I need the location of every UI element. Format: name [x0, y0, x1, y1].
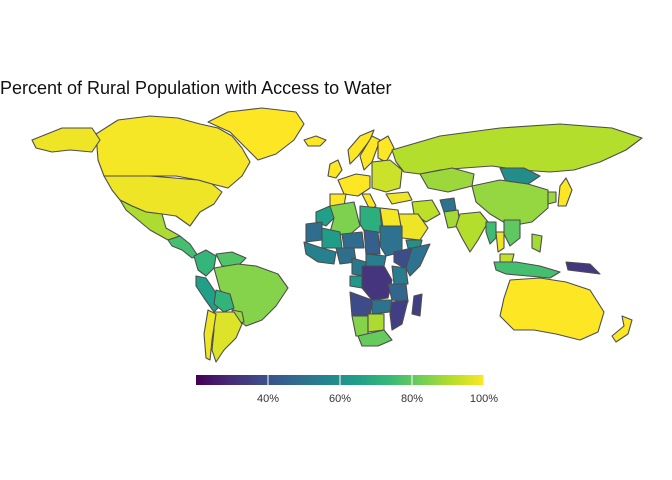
country-mongolia: Mongolia: 59%: [499, 167, 541, 185]
country-indochina: Indochina: 80%: [503, 219, 521, 247]
country-myanmar: Myanmar: 75%: [485, 221, 497, 245]
country-turkey: Turkey: 98%: [385, 191, 413, 205]
legend-tick-label: 100%: [470, 393, 498, 405]
country-india: India: 91%: [455, 211, 489, 253]
country-mauritania: Mauritania: 48%: [305, 221, 323, 243]
country-botswana: Botswana: 90%: [367, 313, 385, 333]
country-mozambique: Mozambique: 35%: [389, 299, 409, 331]
country-central-america: Central America: 76%: [167, 235, 199, 259]
country-sweden: Sweden: 100%: [359, 135, 381, 171]
country-finland: Finland: 100%: [377, 135, 395, 163]
country-afghanistan: Afghanistan: 50%: [439, 197, 457, 213]
country-south-africa: South Africa: 81%: [357, 329, 393, 347]
country-chad: Chad: 44%: [363, 229, 381, 255]
country-united-kingdom: United Kingdom: 100%: [327, 159, 343, 179]
country-west-africa: West Africa: 55%: [303, 241, 337, 265]
legend-tick-label: 60%: [329, 393, 351, 405]
country-russia: Russia: 91%: [391, 123, 643, 175]
country-namibia: Namibia: 85%: [351, 315, 369, 337]
country-italy: Italy: 100%: [361, 193, 377, 211]
country-malaysia: Malaysia: 93%: [499, 253, 515, 263]
country-australia: Australia: 100%: [499, 277, 605, 341]
country-central-african-republic: Central African Republic: 54%: [365, 253, 387, 267]
country-kenya: Kenya: 53%: [391, 265, 409, 285]
country-somalia: Somalia: 50%: [405, 243, 431, 277]
country-iceland: Iceland: 100%: [303, 135, 327, 147]
country-western-europe: Western Europe: 100%: [337, 173, 371, 197]
country-libya: Libya: 70%: [359, 205, 383, 235]
country-philippines: Philippines: 89%: [531, 233, 543, 253]
country-tanzania: Tanzania: 46%: [387, 283, 409, 303]
country-greenland: Greenland: 100%: [207, 107, 305, 161]
legend-tick-label: 80%: [401, 393, 423, 405]
country-argentina: Argentina: 96%: [211, 311, 243, 363]
country-niger: Niger: 48%: [341, 231, 365, 249]
country-bolivia: Bolivia: 72%: [213, 289, 235, 313]
country-thailand: Thailand: 98%: [495, 231, 505, 253]
country-gabon: Gabon: 63%: [349, 275, 363, 289]
country-madagascar: Madagascar: 35%: [411, 293, 423, 317]
country-dr-congo: DR Congo: 32%: [361, 265, 393, 301]
country-alaska: Alaska: 98%: [31, 127, 101, 153]
country-eastern-europe: Eastern Europe: 94%: [371, 159, 403, 193]
country-colombia: Colombia: 73%: [193, 249, 217, 277]
country-new-zealand: New Zealand: 100%: [611, 315, 633, 343]
map-title: Percent of Rural Population with Access …: [0, 78, 392, 98]
country-zambia: Zambia: 50%: [371, 299, 393, 315]
country-korea: Korea: 88%: [547, 191, 557, 205]
country-chile: Chile: 98%: [203, 309, 217, 361]
country-china: China: 87%: [471, 179, 549, 227]
country-venezuela: Venezuela: 78%: [215, 251, 247, 267]
country-japan: Japan: 100%: [557, 177, 573, 207]
countries-layer: Canada: 99%United States: 98%Alaska: 98%…: [31, 107, 643, 363]
country-indonesia: Indonesia: 76%: [493, 261, 561, 279]
legend: 40% 60% 80% 100%: [196, 375, 498, 405]
legend-tick-label: 40%: [257, 393, 279, 405]
legend-ticks: 40% 60% 80% 100%: [257, 375, 498, 405]
country-papua-new-guinea: Papua New Guinea: 33%: [565, 261, 601, 275]
